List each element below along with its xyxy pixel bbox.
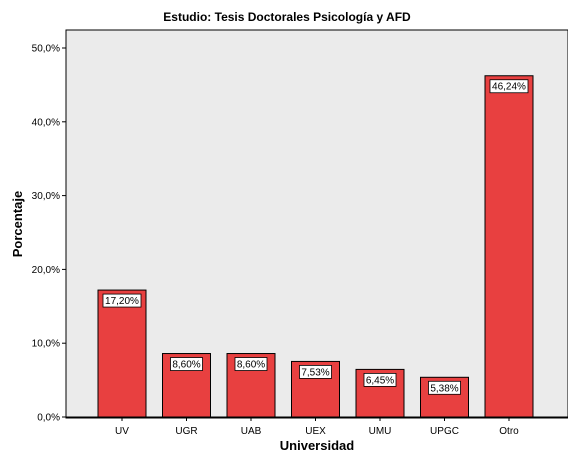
data-label-box bbox=[489, 79, 529, 94]
x-tick-label: UGR bbox=[175, 426, 197, 437]
x-tick-label: UAB bbox=[241, 426, 262, 437]
data-label-box bbox=[234, 357, 268, 371]
y-axis: 0,0% 10,0% 20,0% 30,0% 40,0% 50,0% bbox=[32, 44, 66, 424]
y-tick-label: 40,0% bbox=[32, 117, 60, 128]
data-label: 5,38% bbox=[430, 383, 458, 394]
data-label-box bbox=[170, 357, 203, 371]
x-tick-label: UMU bbox=[369, 426, 392, 437]
y-tick-label: 30,0% bbox=[32, 191, 60, 202]
x-tick-label: UPGC bbox=[430, 426, 459, 437]
data-label-box bbox=[428, 380, 461, 395]
data-label: 6,45% bbox=[366, 375, 394, 386]
y-tick-label: 10,0% bbox=[32, 339, 60, 350]
data-label: 8,60% bbox=[172, 360, 200, 371]
data-label-box bbox=[363, 372, 397, 387]
bar bbox=[97, 289, 147, 418]
y-tick-label: 0,0% bbox=[37, 413, 60, 424]
data-label: 46,24% bbox=[492, 82, 526, 93]
data-label-box bbox=[102, 293, 142, 308]
data-label: 8,60% bbox=[237, 360, 265, 371]
plot-area bbox=[65, 29, 568, 419]
data-label: 7,53% bbox=[301, 367, 329, 378]
x-tick-label: UEX bbox=[305, 426, 326, 437]
x-axis: UV UGR UAB UEX UMU UPGC Otro bbox=[66, 416, 568, 437]
chart-title: Estudio: Tesis Doctorales Psicología y A… bbox=[163, 10, 411, 24]
x-tick-label: UV bbox=[115, 426, 129, 437]
data-label-box bbox=[299, 365, 332, 379]
y-tick-label: 20,0% bbox=[32, 265, 60, 276]
y-tick-label: 50,0% bbox=[32, 44, 60, 55]
bar bbox=[484, 75, 534, 418]
y-axis-title: Porcentaje bbox=[10, 191, 25, 257]
data-label: 17,20% bbox=[105, 296, 139, 307]
x-tick-label: Otro bbox=[499, 426, 519, 437]
x-axis-title: Universidad bbox=[280, 438, 354, 453]
